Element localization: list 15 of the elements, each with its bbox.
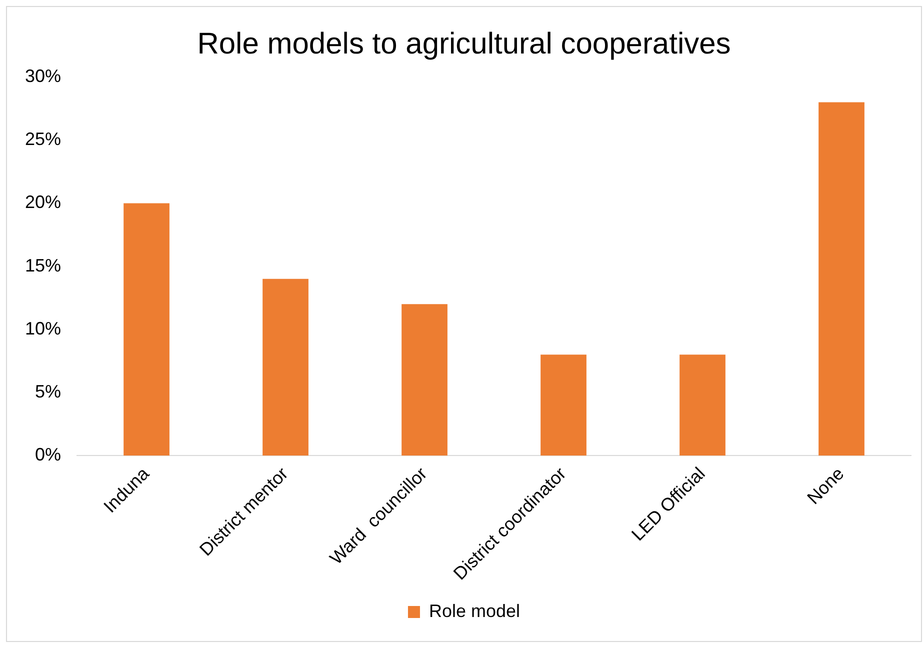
y-tick-label: 0% — [35, 444, 62, 465]
y-tick-label: 20% — [24, 192, 62, 212]
bar — [680, 354, 726, 456]
y-tick-label: 25% — [24, 129, 62, 150]
chart-title: Role models to agricultural cooperatives — [197, 27, 731, 60]
y-tick-label: 10% — [24, 318, 62, 338]
bar — [540, 354, 586, 456]
y-tick-label: 15% — [24, 255, 62, 276]
bar — [124, 203, 170, 456]
bar — [818, 102, 864, 456]
bar — [402, 304, 448, 456]
legend-label: Role model — [428, 600, 520, 621]
bar — [262, 278, 308, 456]
y-tick-label: 5% — [35, 381, 62, 402]
y-tick-label: 30% — [24, 66, 62, 86]
